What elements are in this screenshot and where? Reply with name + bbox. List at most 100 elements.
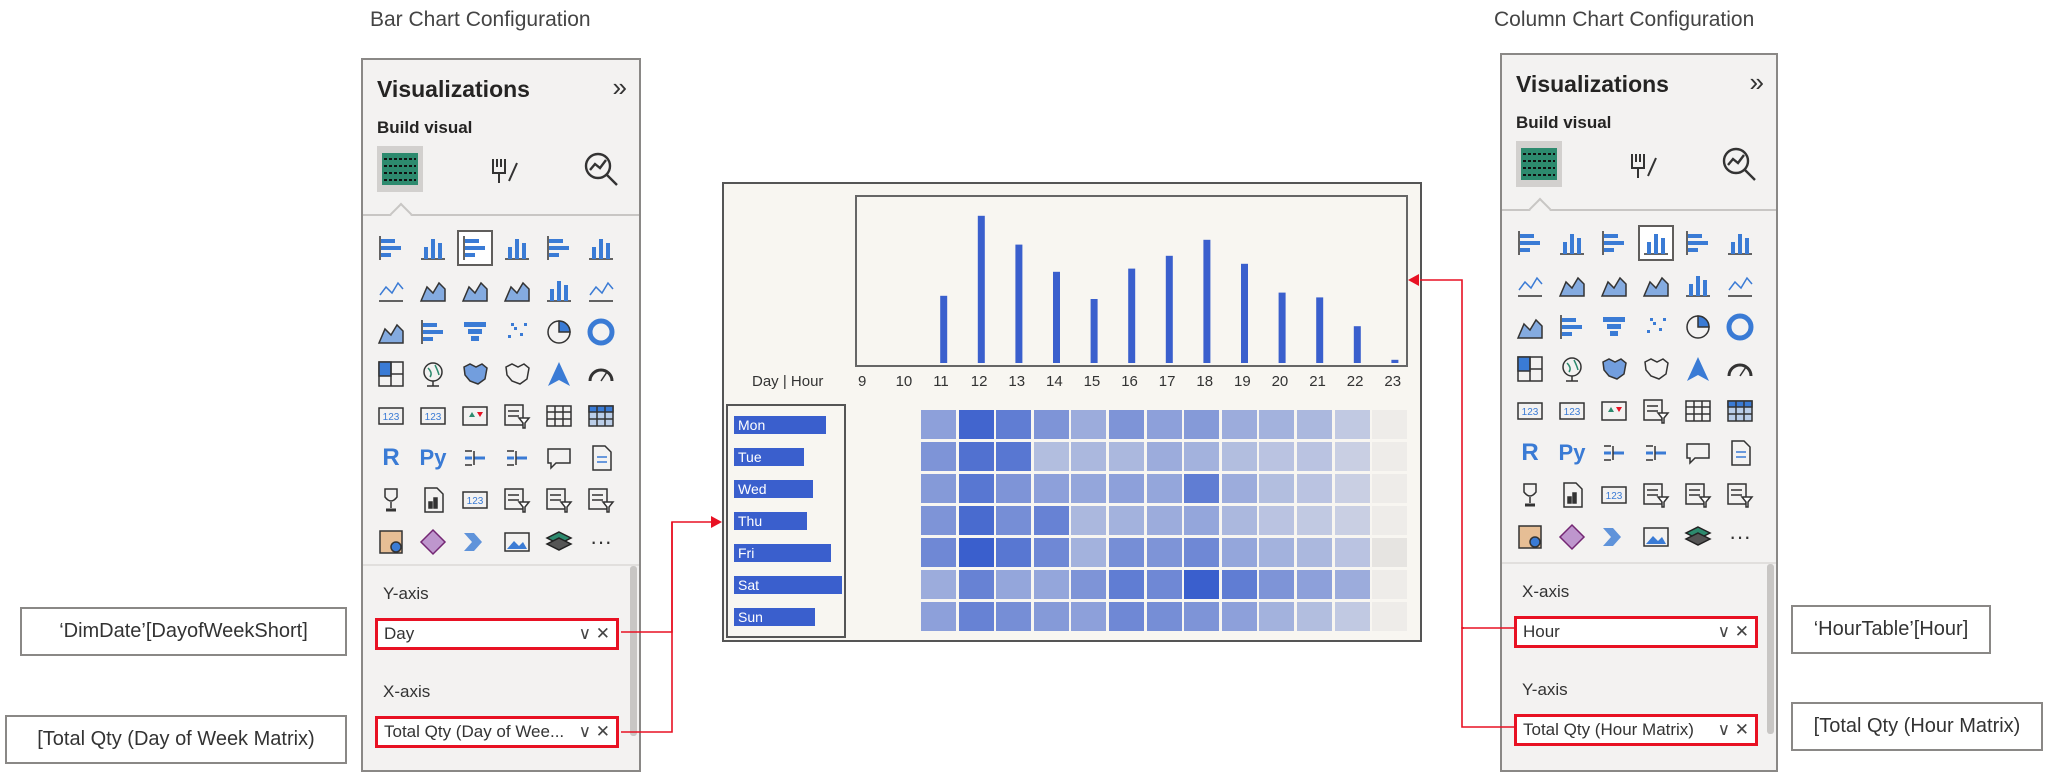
format-visual-icon[interactable] bbox=[1619, 141, 1665, 187]
heatmap-cell-mon-20[interactable] bbox=[1258, 409, 1296, 440]
power-automate-icon[interactable] bbox=[1598, 521, 1630, 553]
heatmap-cell-thu-15[interactable] bbox=[1070, 505, 1108, 536]
funnel-icon[interactable] bbox=[459, 316, 491, 348]
filled-map-icon[interactable] bbox=[459, 358, 491, 390]
heatmap-cell-tue-19[interactable] bbox=[1220, 441, 1258, 472]
heatmap-cell-mon-13[interactable] bbox=[995, 409, 1033, 440]
heatmap-cell-thu-18[interactable] bbox=[1183, 505, 1221, 536]
image-icon[interactable] bbox=[501, 526, 533, 558]
heatmap-cell-sun-20[interactable] bbox=[1258, 601, 1296, 632]
power-apps-icon[interactable] bbox=[417, 526, 449, 558]
heatmap-cell-sun-22[interactable] bbox=[1333, 601, 1371, 632]
kpi-icon[interactable] bbox=[1598, 395, 1630, 427]
chevron-down-icon[interactable]: ∨ bbox=[578, 624, 592, 643]
heatmap-cell-wed-11[interactable] bbox=[920, 473, 957, 504]
r-visual-icon[interactable]: R bbox=[382, 444, 400, 471]
more-icon[interactable]: ··· bbox=[590, 529, 612, 554]
treemap-icon[interactable] bbox=[375, 358, 407, 390]
x-axis-field[interactable]: Hour ∨ ✕ bbox=[1514, 616, 1758, 648]
matrix-icon[interactable] bbox=[585, 400, 617, 432]
python-visual-icon[interactable]: Py bbox=[419, 445, 447, 470]
heatmap-cell-thu-17[interactable] bbox=[1145, 505, 1183, 536]
heatmap-cell-mon-22[interactable] bbox=[1333, 409, 1371, 440]
collapse-pane-icon[interactable]: » bbox=[1749, 67, 1764, 97]
multi-row-card-icon[interactable]: 123 bbox=[417, 400, 449, 432]
funnel-bars-icon[interactable] bbox=[417, 316, 449, 348]
waterfall-icon[interactable] bbox=[1514, 311, 1546, 343]
scrollbar[interactable] bbox=[1767, 564, 1774, 734]
heatmap-cell-sun-11[interactable] bbox=[920, 601, 957, 632]
donut-icon[interactable] bbox=[1724, 311, 1756, 343]
azure-map-2-icon[interactable] bbox=[1514, 521, 1546, 553]
heatmap-cell-sat-21[interactable] bbox=[1296, 569, 1333, 600]
qna-icon[interactable] bbox=[1682, 437, 1714, 469]
heatmap-cell-sun-14[interactable] bbox=[1032, 601, 1070, 632]
heatmap-cell-sun-19[interactable] bbox=[1220, 601, 1258, 632]
qna-icon[interactable] bbox=[543, 442, 575, 474]
column-bar-11[interactable] bbox=[940, 295, 948, 363]
heatmap-cell-thu-14[interactable] bbox=[1032, 505, 1070, 536]
column-bar-20[interactable] bbox=[1278, 292, 1286, 363]
paginated-report-icon[interactable] bbox=[585, 442, 617, 474]
paginated-report-icon[interactable] bbox=[1724, 437, 1756, 469]
heatmap-cell-sun-23[interactable] bbox=[1371, 601, 1409, 632]
heatmap-cell-thu-19[interactable] bbox=[1220, 505, 1258, 536]
clustered-bar-icon[interactable] bbox=[457, 230, 493, 266]
heatmap-cell-wed-22[interactable] bbox=[1333, 473, 1371, 504]
column-bar-14[interactable] bbox=[1053, 271, 1060, 363]
funnel-bars-icon[interactable] bbox=[1556, 311, 1588, 343]
clustered-column-icon[interactable] bbox=[501, 232, 533, 264]
chevron-down-icon[interactable]: ∨ bbox=[1717, 622, 1731, 641]
day-bar-sun[interactable]: Sun bbox=[734, 608, 815, 626]
trophy-icon[interactable] bbox=[1514, 479, 1546, 511]
heatmap-cell-wed-15[interactable] bbox=[1070, 473, 1108, 504]
heatmap-cell-wed-12[interactable] bbox=[957, 473, 995, 504]
heatmap-cell-tue-17[interactable] bbox=[1145, 441, 1183, 472]
slicer-icon[interactable] bbox=[1640, 395, 1672, 427]
close-icon[interactable]: ✕ bbox=[595, 722, 610, 741]
heatmap-cell-wed-19[interactable] bbox=[1220, 473, 1258, 504]
gauge-icon[interactable] bbox=[585, 358, 617, 390]
shape-map-icon[interactable] bbox=[1640, 353, 1672, 385]
heatmap-cell-mon-15[interactable] bbox=[1070, 409, 1108, 440]
heatmap-cell-fri-17[interactable] bbox=[1145, 537, 1183, 568]
line-clustered-icon[interactable] bbox=[585, 274, 617, 306]
close-icon[interactable]: ✕ bbox=[1734, 720, 1749, 739]
clustered-bar-icon[interactable] bbox=[1598, 227, 1630, 259]
trophy-icon[interactable] bbox=[375, 484, 407, 516]
decomposition-tree-icon[interactable] bbox=[501, 442, 533, 474]
heatmap-cell-fri-18[interactable] bbox=[1183, 537, 1221, 568]
scrollbar[interactable] bbox=[630, 566, 637, 736]
scatter-icon[interactable] bbox=[501, 316, 533, 348]
heatmap-cell-tue-23[interactable] bbox=[1371, 441, 1409, 472]
list-slicer-icon[interactable] bbox=[1724, 479, 1756, 511]
heatmap-cell-thu-23[interactable] bbox=[1371, 505, 1409, 536]
button-slicer-icon[interactable] bbox=[543, 484, 575, 516]
heatmap-cell-mon-11[interactable] bbox=[920, 409, 957, 440]
power-automate-icon[interactable] bbox=[459, 526, 491, 558]
day-bar-thu[interactable]: Thu bbox=[734, 512, 807, 530]
power-apps-icon[interactable] bbox=[1556, 521, 1588, 553]
list-slicer-icon[interactable] bbox=[585, 484, 617, 516]
donut-icon[interactable] bbox=[585, 316, 617, 348]
heatmap-cell-sat-13[interactable] bbox=[995, 569, 1033, 600]
smart-narrative-icon[interactable] bbox=[1556, 479, 1588, 511]
heatmap-cell-fri-21[interactable] bbox=[1296, 537, 1333, 568]
heatmap-cell-thu-21[interactable] bbox=[1296, 505, 1333, 536]
collapse-pane-icon[interactable]: » bbox=[612, 72, 627, 102]
y-axis-field[interactable]: Total Qty (Hour Matrix) ∨ ✕ bbox=[1514, 714, 1758, 746]
treemap-icon[interactable] bbox=[1514, 353, 1546, 385]
heatmap-cell-tue-16[interactable] bbox=[1108, 441, 1145, 472]
close-icon[interactable]: ✕ bbox=[1734, 622, 1749, 641]
area-chart-icon[interactable] bbox=[1556, 269, 1588, 301]
heatmap-cell-wed-16[interactable] bbox=[1108, 473, 1145, 504]
heatmap-cell-wed-13[interactable] bbox=[995, 473, 1033, 504]
heatmap-cell-mon-19[interactable] bbox=[1220, 409, 1258, 440]
pie-icon[interactable] bbox=[1682, 311, 1714, 343]
heatmap-cell-thu-20[interactable] bbox=[1258, 505, 1296, 536]
heatmap-cell-tue-12[interactable] bbox=[957, 441, 995, 472]
table-icon[interactable] bbox=[543, 400, 575, 432]
azure-map-icon[interactable] bbox=[543, 358, 575, 390]
heatmap-cell-sat-18[interactable] bbox=[1183, 569, 1221, 600]
heatmap-cell-sun-18[interactable] bbox=[1183, 601, 1221, 632]
